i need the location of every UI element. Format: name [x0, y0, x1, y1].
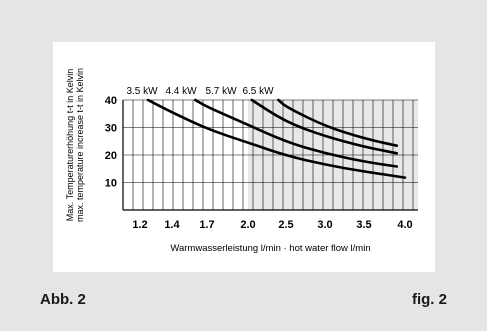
- x-tick-label: 3.0: [317, 219, 332, 231]
- chart-card: 3.5 kW 4.4 kW 5.7 kW 6.5 kW 10 20 30 40 1.2 1.4 1.…: [53, 42, 435, 272]
- chart: 3.5 kW 4.4 kW 5.7 kW 6.5 kW 10 20 30 40 1.2 1.4 1.…: [65, 68, 418, 254]
- curve-series-3: [277, 98, 399, 147]
- series-label: 5.7 kW: [205, 86, 237, 97]
- curve-series-0: [146, 98, 407, 179]
- figure-caption-right: fig. 2: [411, 291, 447, 308]
- series-label: 6.5 kW: [242, 86, 274, 97]
- y-tick-label: 20: [105, 150, 117, 162]
- y-tick-label: 30: [105, 123, 117, 135]
- x-tick-label: 1.4: [164, 219, 180, 231]
- curve-series-1: [194, 98, 399, 168]
- series-label: 4.4 kW: [165, 86, 197, 97]
- x-tick-label: 2.5: [278, 219, 293, 231]
- series-label: 3.5 kW: [126, 86, 158, 97]
- figure-caption-left: Abb. 2: [40, 291, 86, 308]
- x-tick-label: 2.0: [240, 219, 255, 231]
- x-axis-label: Warmwasserleistung l/min · hot water flo…: [170, 243, 370, 254]
- x-tick-label: 4.0: [397, 219, 412, 231]
- y-tick-label: 10: [105, 178, 117, 190]
- x-tick-label: 3.5: [356, 219, 371, 231]
- y-axis-label-line1: Max. Temperaturerhöhung t-t in Kelvin: [65, 69, 75, 221]
- y-tick-label: 40: [105, 95, 117, 107]
- x-tick-label: 1.7: [199, 219, 214, 231]
- x-tick-label: 1.2: [132, 219, 147, 231]
- curve-series-2: [250, 98, 399, 155]
- y-axis-label-line2: max. temperature increase t-t in Kelvin: [75, 68, 85, 222]
